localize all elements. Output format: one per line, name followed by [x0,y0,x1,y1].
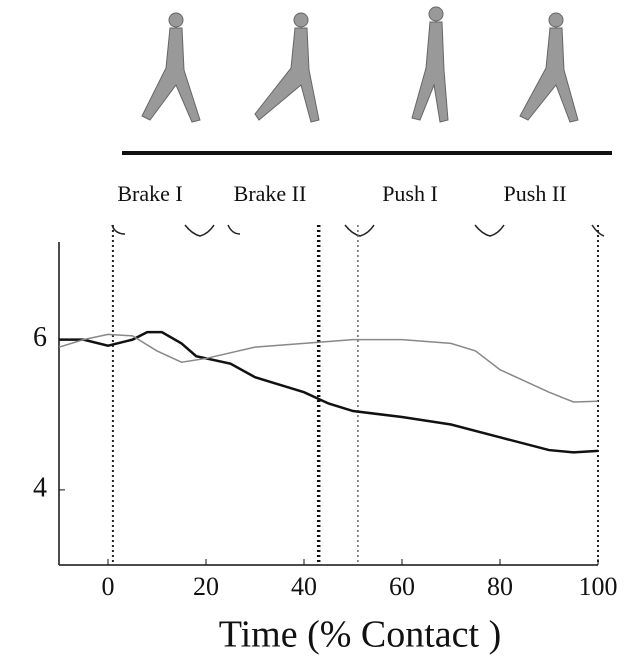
y-tick-label: 4 [33,472,47,503]
x-tick-label: 60 [389,572,415,601]
phase-label: Brake I [117,181,182,206]
x-tick-label: 80 [487,572,513,601]
phase-braces [111,224,605,237]
x-axis-label: Time (% Contact ) [219,614,502,656]
phase-label: Brake II [234,181,307,206]
walking-figures [141,6,579,123]
phase-label: Push II [504,181,567,206]
y-tick-label: 6 [33,322,47,353]
x-tick-label: 0 [102,572,115,601]
x-tick-label: 20 [193,572,219,601]
x-tick-label: 100 [579,572,618,601]
phase-label: Push I [382,181,438,206]
x-tick-label: 40 [291,572,317,601]
series-line [58,333,599,403]
series-line [59,330,599,454]
